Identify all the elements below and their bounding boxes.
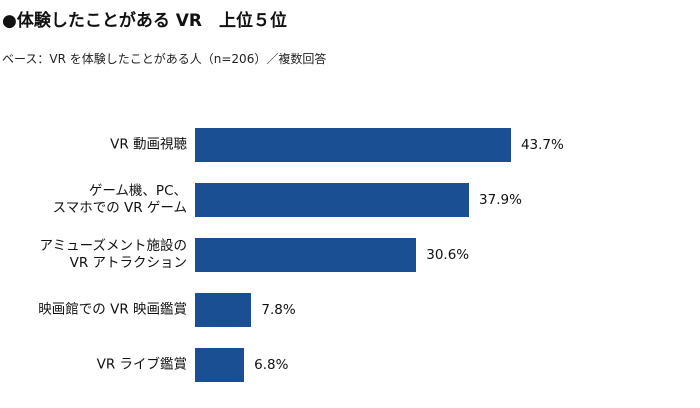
category-label: アミューズメント施設の VR アトラクション (39, 238, 187, 271)
bar (195, 293, 252, 327)
value-label: 43.7% (520, 137, 564, 153)
category-label: 映画館での VR 映画鑑賞 (38, 301, 187, 318)
category-label: VR ライブ鑑賞 (96, 356, 187, 373)
bar (195, 183, 470, 217)
value-label: 37.9% (479, 192, 522, 208)
category-label: ゲーム機、PC、 スマホでの VR ゲーム (52, 183, 187, 216)
value-label: 7.8% (261, 302, 296, 318)
bar (195, 128, 511, 162)
bar (195, 238, 417, 272)
value-label: 30.6% (426, 247, 470, 263)
chart-title: ●体験したことがある VR 上位５位 (2, 11, 287, 31)
category-label: VR 動画視聴 (110, 136, 187, 153)
bar (195, 348, 245, 382)
value-label: 6.8% (254, 357, 289, 373)
chart-subtitle: ベース：VR を体験したことがある人（n=206）／複数回答 (2, 52, 327, 66)
